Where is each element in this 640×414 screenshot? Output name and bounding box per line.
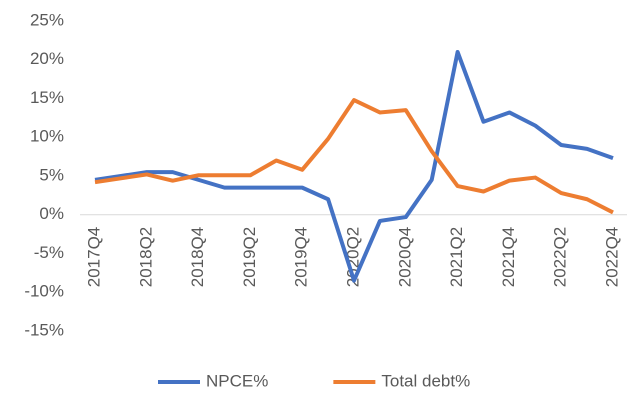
y-tick-label: 20% [30,49,64,68]
x-tick-label: 2017Q4 [84,227,103,288]
y-tick-label: 15% [30,88,64,107]
x-tick-label: 2019Q2 [240,227,259,288]
y-tick-label: 0% [39,204,64,223]
legend-label: Total debt% [381,371,470,390]
x-tick-label: 2021Q4 [499,227,518,288]
y-tick-label: -5% [34,243,64,262]
x-tick-label: 2020Q4 [395,227,414,288]
y-tick-label: 25% [30,10,64,29]
x-tick-label: 2021Q2 [447,227,466,288]
line-series [94,50,614,283]
y-tick-label: -15% [24,320,64,339]
x-tick-label: 2022Q2 [551,227,570,288]
x-tick-label: 2018Q2 [136,227,155,288]
y-tick-label: -10% [24,282,64,301]
line-series [94,98,614,215]
legend-label: NPCE% [206,371,268,390]
y-tick-label: 5% [39,165,64,184]
x-tick-label: 2018Q4 [188,227,207,288]
x-tick-label: 2019Q4 [292,227,311,288]
x-tick-label: 2022Q4 [602,227,621,288]
y-tick-label: 10% [30,127,64,146]
